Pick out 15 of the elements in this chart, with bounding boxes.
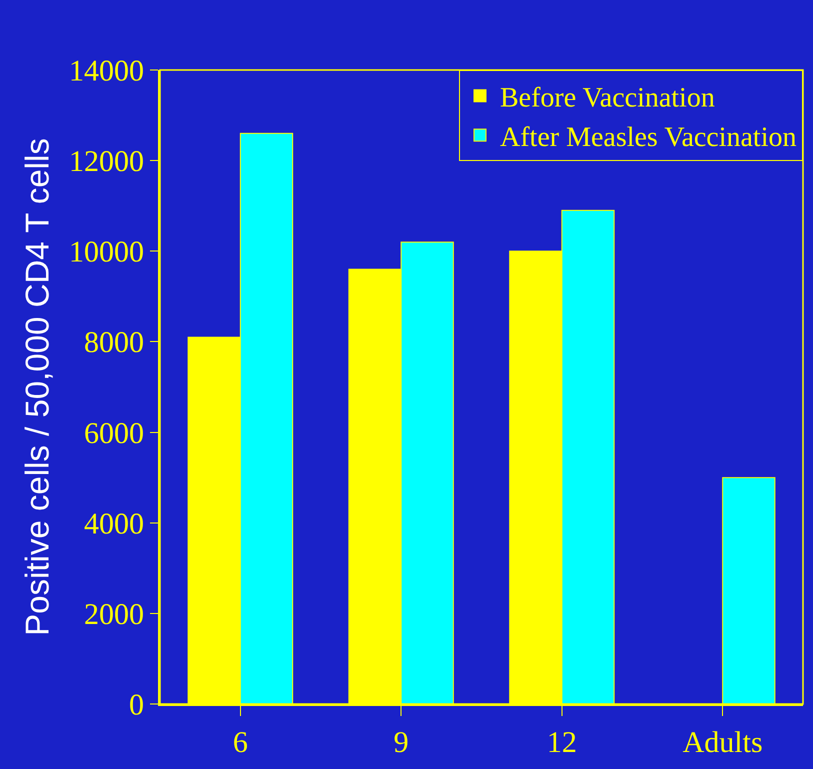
x-tick-label: Adults	[682, 726, 763, 759]
y-tick-label: 2000	[84, 598, 144, 631]
legend-label: After Measles Vaccination	[500, 122, 796, 154]
x-tick-label: 12	[546, 726, 577, 759]
y-tick-label: 14000	[69, 54, 144, 88]
y-tick-label: 4000	[84, 507, 144, 540]
y-axis-title: Positive cells / 50,000 CD4 T cells	[18, 138, 56, 636]
y-tick-label: 12000	[69, 145, 144, 178]
y-tick-label: 0	[129, 688, 144, 722]
legend-label: Before Vaccination	[500, 82, 715, 114]
y-tick-label: 8000	[84, 326, 144, 360]
y-tick-label: 10000	[69, 236, 144, 269]
x-tick-label: 6	[232, 726, 248, 759]
y-tick-label: 6000	[84, 416, 144, 450]
x-tick-label: 9	[394, 726, 409, 759]
